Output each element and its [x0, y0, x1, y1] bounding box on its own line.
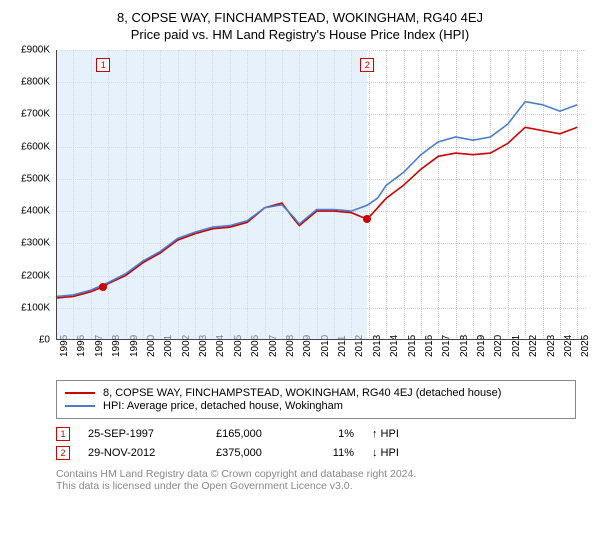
legend-swatch: [65, 392, 95, 394]
gridline-vertical: [543, 50, 544, 340]
x-axis-tick: 2017: [441, 335, 452, 357]
gridline-vertical: [386, 50, 387, 340]
attribution-text: Contains HM Land Registry data © Crown c…: [56, 468, 576, 492]
sale-row-marker: 1: [56, 427, 70, 441]
sale-percent: 11%: [314, 447, 354, 459]
gridline-vertical: [456, 50, 457, 340]
sale-number-marker: 1: [96, 58, 110, 72]
y-axis-tick: £300K: [6, 238, 50, 249]
sales-table: 1 25-SEP-1997 £165,000 1% ↑ HPI 2 29-NOV-2012 £…: [56, 427, 576, 460]
x-axis-tick: 2018: [459, 335, 470, 357]
gridline-vertical: [508, 50, 509, 340]
sale-date: 25-SEP-1997: [88, 428, 198, 440]
gridline-vertical: [490, 50, 491, 340]
sale-row: 2 29-NOV-2012 £375,000 11% ↓ HPI: [56, 446, 576, 460]
x-axis-tick: 2014: [389, 335, 400, 357]
x-axis-tick: 2016: [424, 335, 435, 357]
gridline-vertical: [438, 50, 439, 340]
sale-point-marker: [363, 215, 371, 223]
y-axis-tick: £200K: [6, 270, 50, 281]
sale-row-marker: 2: [56, 446, 70, 460]
legend-item: HPI: Average price, detached house, Woki…: [65, 400, 567, 412]
sale-row: 1 25-SEP-1997 £165,000 1% ↑ HPI: [56, 427, 576, 441]
legend-label: HPI: Average price, detached house, Woki…: [103, 400, 343, 412]
x-axis-tick: 2019: [476, 335, 487, 357]
x-axis-tick: 2013: [372, 335, 383, 357]
chart-title: 8, COPSE WAY, FINCHAMPSTEAD, WOKINGHAM, …: [10, 10, 590, 25]
sale-percent: 1%: [314, 428, 354, 440]
sale-price: £375,000: [216, 447, 296, 459]
chart-plot-area: £0£100K£200K£300K£400K£500K£600K£700K£80…: [56, 50, 586, 340]
legend-box: 8, COPSE WAY, FINCHAMPSTEAD, WOKINGHAM, …: [56, 380, 576, 419]
x-axis-tick: 2015: [407, 335, 418, 357]
x-axis-tick: 2021: [511, 335, 522, 357]
gridline-vertical: [577, 50, 578, 340]
y-axis-tick: £100K: [6, 302, 50, 313]
chart-lines: [56, 50, 356, 200]
y-axis-tick: £400K: [6, 206, 50, 217]
x-axis-tick: 2020: [493, 335, 504, 357]
sale-direction: ↓ HPI: [372, 447, 432, 459]
x-axis-tick: 2022: [528, 335, 539, 357]
gridline-vertical: [421, 50, 422, 340]
y-axis-tick: £600K: [6, 141, 50, 152]
x-axis-tick: 2025: [580, 335, 591, 357]
attribution-line2: This data is licensed under the Open Gov…: [56, 480, 576, 492]
legend-swatch: [65, 405, 95, 407]
legend-item: 8, COPSE WAY, FINCHAMPSTEAD, WOKINGHAM, …: [65, 387, 567, 399]
gridline-vertical: [473, 50, 474, 340]
y-axis-tick: £700K: [6, 109, 50, 120]
x-axis-tick: 2024: [563, 335, 574, 357]
y-axis-tick: £900K: [6, 45, 50, 56]
chart-subtitle: Price paid vs. HM Land Registry's House …: [10, 27, 590, 42]
sale-number-marker: 2: [360, 58, 374, 72]
gridline-vertical: [369, 50, 370, 340]
y-axis-tick: £500K: [6, 173, 50, 184]
sale-date: 29-NOV-2012: [88, 447, 198, 459]
gridline-vertical: [560, 50, 561, 340]
y-axis-tick: £0: [6, 335, 50, 346]
sale-direction: ↑ HPI: [372, 428, 432, 440]
legend-label: 8, COPSE WAY, FINCHAMPSTEAD, WOKINGHAM, …: [103, 387, 501, 399]
x-axis-tick: 2023: [546, 335, 557, 357]
gridline-vertical: [525, 50, 526, 340]
gridline-vertical: [404, 50, 405, 340]
y-axis-tick: £800K: [6, 77, 50, 88]
sale-price: £165,000: [216, 428, 296, 440]
attribution-line1: Contains HM Land Registry data © Crown c…: [56, 468, 576, 480]
sale-point-marker: [99, 283, 107, 291]
